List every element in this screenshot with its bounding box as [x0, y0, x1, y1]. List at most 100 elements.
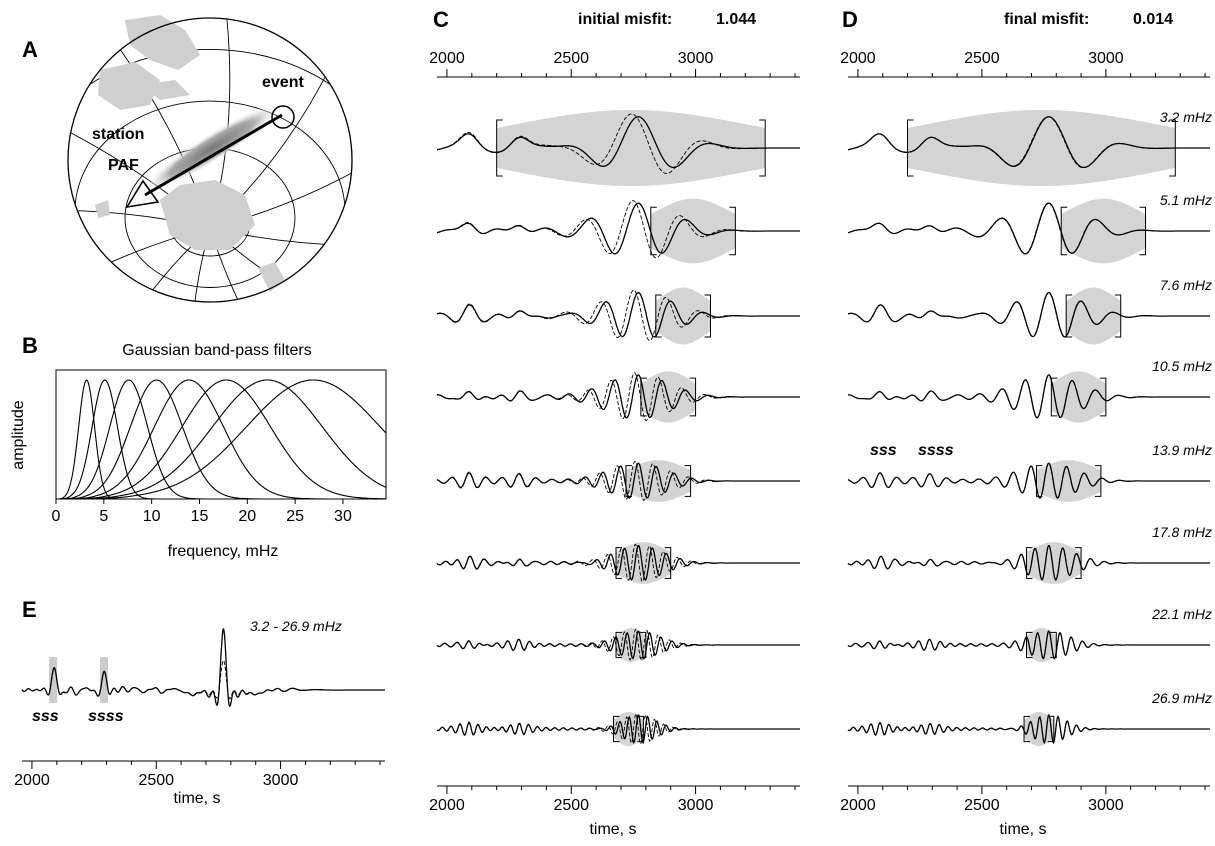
time-window	[496, 110, 766, 186]
time-tick-label: 3000	[1088, 797, 1124, 814]
window-bracket	[1026, 547, 1033, 579]
fit-row: 26.9 mHz	[436, 711, 800, 747]
fit-row: 5.1 mHz	[436, 198, 800, 264]
fit-row: 3.2 mHz	[436, 110, 800, 186]
observed-trace	[847, 630, 1210, 660]
window-bracket	[729, 206, 736, 256]
final-bottom-time-axis: 2000 2500 3000	[840, 785, 1210, 814]
observed-trace	[847, 462, 1210, 499]
time-tick-label: 2000	[429, 50, 465, 67]
meridian-line	[68, 227, 211, 302]
time-window	[1026, 627, 1057, 663]
filter-curve	[56, 379, 386, 500]
window-bracket	[1026, 631, 1033, 659]
phase-markers	[49, 657, 109, 703]
fit-row: 17.8 mHz	[436, 542, 800, 584]
window-bracket	[1114, 294, 1122, 338]
final-misfit-value: 0.014	[1133, 11, 1173, 28]
map-landmasses	[95, 15, 285, 292]
fit-row: 7.6 mHz	[847, 277, 1212, 345]
time-tick-label: 2500	[964, 797, 1000, 814]
broadband-observed-trace	[21, 628, 385, 708]
time-window	[626, 460, 691, 502]
panel-letter-b: B	[22, 333, 38, 358]
time-tick-label: 2500	[553, 50, 589, 67]
filter-tick-label: 0	[52, 508, 61, 525]
window-bracket	[1035, 465, 1043, 497]
filter-tick-label: 5	[99, 508, 108, 525]
meridian-line	[209, 227, 352, 302]
frequency-band-label: 3.2 mHz	[1160, 109, 1212, 125]
synthetic-trace	[847, 202, 1210, 255]
time-tick-label: 3000	[678, 50, 714, 67]
observed-trace	[847, 292, 1210, 338]
panel-letter-a: A	[22, 37, 38, 62]
frequency-band-label: 13.9 mHz	[1152, 442, 1212, 458]
filters-ylabel: amplitude	[10, 400, 27, 469]
time-tick-label: 3000	[1088, 50, 1124, 67]
panel-letter-c: C	[433, 7, 449, 32]
time-window	[1066, 287, 1121, 345]
phase-label-sss: sss	[32, 708, 59, 725]
final-phase-label-ssss: ssss	[918, 442, 954, 459]
phase-window-sss	[49, 657, 58, 703]
frequency-band-label: 22.1 mHz	[1151, 606, 1212, 622]
window-bracket	[496, 119, 503, 177]
frequency-band-label: 10.5 mHz	[1152, 358, 1212, 374]
final-fit-traces: 3.2 mHz 5.1 mHz 7.6 mHz 10.5 mHz 13.9 mHz 17.…	[847, 109, 1212, 747]
fit-row: 22.1 mHz	[847, 606, 1212, 663]
initial-misfit: initial misfit: 1.044	[578, 11, 756, 28]
meridian-line	[209, 70, 352, 229]
station-label: station	[92, 126, 144, 143]
filter-curve	[56, 379, 387, 500]
filter-tick-label: 20	[238, 508, 256, 525]
window-bracket	[684, 465, 692, 497]
window-bracket	[615, 547, 623, 579]
filter-curve	[56, 379, 386, 500]
time-window	[1061, 198, 1146, 264]
observed-trace	[847, 545, 1210, 581]
filters-xlabel: frequency, mHz	[168, 543, 279, 560]
broadband-traces	[21, 628, 385, 708]
meridian-line	[209, 227, 352, 247]
observed-trace	[436, 630, 800, 660]
time-tick-label: 2500	[138, 772, 174, 789]
meridian-line	[189, 227, 211, 302]
window-bracket	[704, 294, 711, 338]
initial-misfit-label: initial misfit:	[578, 11, 672, 28]
event-label: event	[262, 74, 304, 91]
frequency-band-label: 26.9 mHz	[1151, 690, 1212, 706]
time-window	[616, 627, 646, 663]
window-bracket	[1065, 294, 1073, 338]
observed-trace	[436, 292, 800, 338]
fit-row: 13.9 mHz	[436, 460, 800, 502]
final-fit-panel: 2000 2500 3000 2000 2500 3000 3.2 mHz 5.1 mHz…	[840, 50, 1212, 838]
filters-title: Gaussian band-pass filters	[122, 342, 311, 359]
final-top-time-axis: 2000 2500 3000	[840, 50, 1210, 78]
map-panel: event station PAF	[67, 15, 353, 303]
panel-letter-e: E	[22, 597, 37, 622]
time-window	[907, 110, 1176, 186]
filter-curve	[56, 379, 386, 500]
phase-window-ssss	[100, 657, 109, 703]
final-phase-label-sss: sss	[870, 442, 897, 459]
filter-ticks: 0 5 10 15 20 25 30	[52, 499, 352, 525]
panel-letter-d: D	[842, 7, 858, 32]
broadband-xlabel: time, s	[173, 790, 220, 807]
fit-row: 17.8 mHz	[847, 524, 1212, 584]
globe-outline	[67, 17, 353, 303]
observed-trace	[436, 545, 800, 581]
frequency-band-label: 7.6 mHz	[1160, 277, 1212, 293]
broadband-synthetic-trace	[21, 659, 385, 700]
initial-misfit-value: 1.044	[716, 11, 756, 28]
broadband-time-axis: 2000 2500 3000	[14, 760, 385, 789]
fit-row: 26.9 mHz	[847, 690, 1212, 747]
event-marker	[271, 105, 295, 129]
landmass-africa-tip	[95, 200, 110, 218]
broadband-panel: 3.2 - 26.9 mHz sss ssss 2000 2500 3000 tim…	[14, 618, 385, 807]
time-tick-label: 2500	[553, 797, 589, 814]
time-tick-label: 2000	[840, 797, 876, 814]
filter-curve	[56, 379, 387, 500]
time-window	[1024, 711, 1054, 747]
